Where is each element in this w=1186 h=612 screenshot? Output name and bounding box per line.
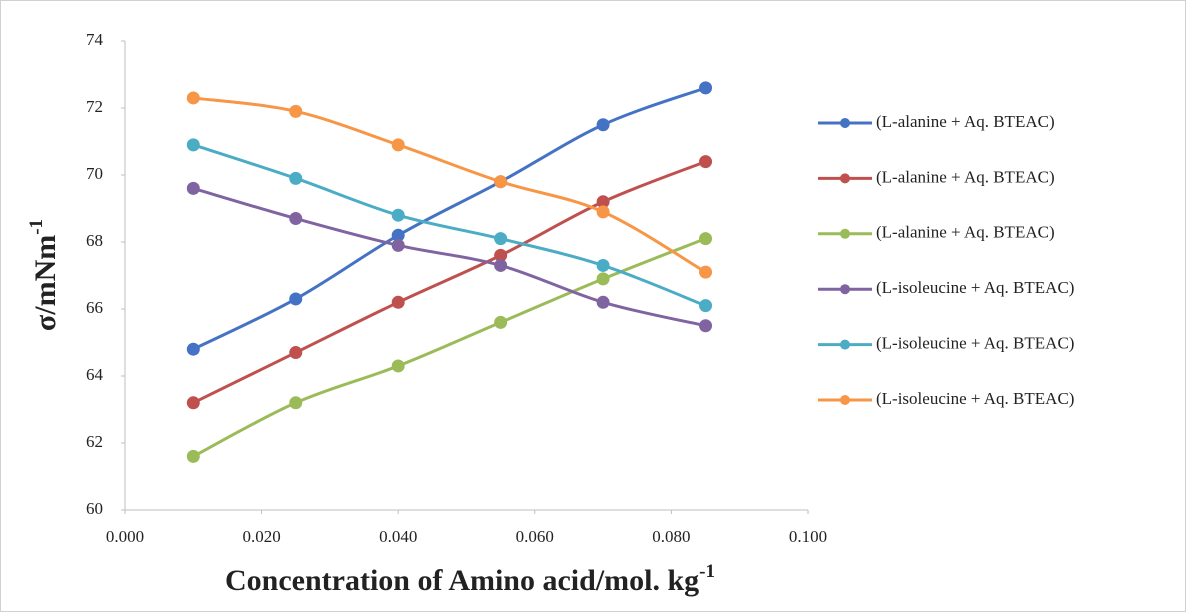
y-axis-title-main: σ/mNm	[29, 235, 62, 331]
data-point	[186, 396, 200, 410]
legend-marker	[840, 118, 850, 128]
data-point	[289, 104, 303, 118]
data-point	[391, 295, 405, 309]
x-tick-label: 0.040	[379, 527, 417, 546]
y-tick-label: 64	[86, 365, 104, 384]
data-point	[186, 181, 200, 195]
data-point	[391, 359, 405, 373]
data-point	[186, 342, 200, 356]
data-point	[391, 238, 405, 252]
data-point	[186, 91, 200, 105]
data-point	[596, 205, 610, 219]
data-point	[699, 319, 713, 333]
data-point	[596, 118, 610, 132]
legend-label: (L-alanine + Aq. BTEAC)	[876, 223, 1055, 242]
x-axis-title: Concentration of Amino acid/mol. kg-1	[225, 561, 715, 597]
y-tick-label: 62	[86, 432, 103, 451]
data-point	[289, 292, 303, 306]
data-point	[289, 346, 303, 360]
data-point	[391, 138, 405, 152]
x-axis-title-main: Concentration of Amino acid/mol. kg	[225, 564, 699, 597]
data-point	[391, 228, 405, 242]
legend-marker	[840, 284, 850, 295]
legend-label: (L-isoleucine + Aq. BTEAC)	[876, 278, 1074, 297]
x-tick-label: 0.020	[242, 527, 280, 546]
data-point	[494, 315, 508, 329]
data-point	[186, 138, 200, 152]
legend-label: (L-alanine + Aq. BTEAC)	[876, 112, 1055, 131]
data-point	[494, 258, 508, 272]
data-point	[186, 449, 200, 463]
data-point	[699, 155, 713, 169]
y-tick-label: 74	[86, 30, 104, 49]
data-point	[699, 232, 713, 246]
legend-marker	[840, 173, 850, 184]
data-point	[391, 208, 405, 222]
data-point	[699, 81, 713, 95]
y-axis-title: σ/mNm-1	[26, 219, 62, 331]
data-point	[289, 171, 303, 185]
series-line	[192, 186, 706, 328]
legend-label: (L-isoleucine + Aq. BTEAC)	[876, 389, 1074, 408]
series-line	[193, 96, 707, 274]
data-point	[596, 258, 610, 272]
y-tick-label: 68	[86, 231, 103, 250]
data-point	[494, 248, 508, 262]
data-point	[289, 212, 303, 226]
data-point	[596, 272, 610, 286]
x-tick-label: 0.080	[652, 527, 690, 546]
y-tick-label: 60	[86, 499, 103, 518]
legend-marker	[840, 339, 850, 350]
data-point	[699, 265, 713, 279]
data-point	[596, 295, 610, 309]
data-point	[289, 396, 303, 410]
legend-label: (L-alanine + Aq. BTEAC)	[876, 167, 1055, 186]
series-line	[192, 160, 707, 405]
x-axis-title-sup: -1	[699, 561, 715, 582]
legend-marker	[840, 228, 850, 239]
series-line	[192, 86, 707, 351]
series-line	[192, 143, 707, 308]
data-point	[494, 175, 508, 189]
x-tick-label: 0.000	[106, 527, 144, 546]
data-point	[494, 232, 508, 246]
legend-marker	[840, 395, 850, 405]
x-tick-label: 0.100	[789, 527, 827, 546]
y-tick-label: 66	[86, 298, 103, 317]
y-tick-label: 70	[86, 164, 103, 183]
y-tick-label: 72	[86, 97, 103, 116]
data-point	[699, 299, 713, 313]
y-axis-title-sup: -1	[26, 219, 47, 235]
legend-label: (L-isoleucine + Aq. BTEAC)	[876, 334, 1074, 353]
data-point	[596, 195, 610, 209]
x-tick-label: 0.060	[516, 527, 554, 546]
series-line	[192, 237, 707, 458]
